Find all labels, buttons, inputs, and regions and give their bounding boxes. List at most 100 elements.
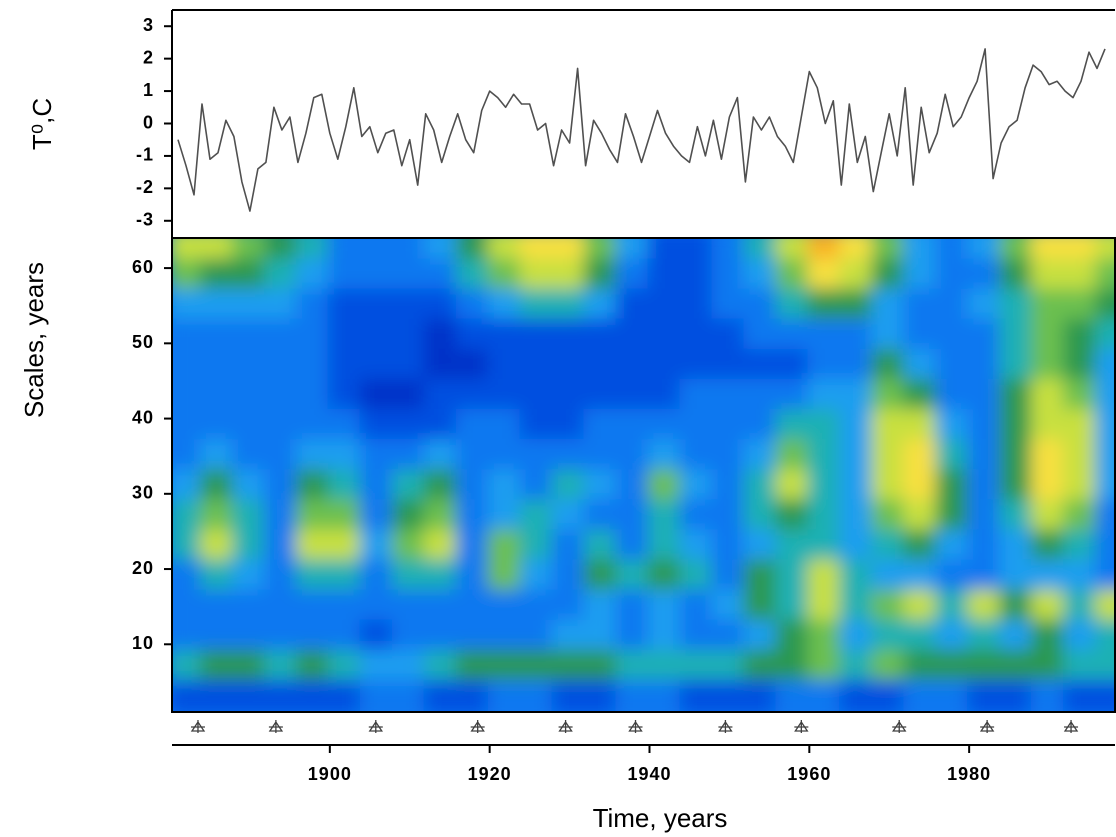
heatmap-area [172, 238, 1116, 712]
heatmap-cell [295, 238, 332, 263]
heatmap-cell [743, 529, 780, 564]
heatmap-cell [839, 559, 876, 594]
heatmap-cell [327, 559, 364, 594]
heatmap-cell [903, 409, 940, 444]
heatmap-cell [999, 679, 1036, 712]
heatmap-cell [647, 589, 684, 624]
heatmap-cell [231, 288, 268, 323]
heatmap-cell [775, 378, 812, 414]
heatmap-cells [172, 238, 1116, 712]
heatmap-cell [359, 378, 396, 414]
heatmap-cell [743, 649, 780, 684]
heatmap-cell [967, 589, 1004, 624]
heatmap-cell [775, 238, 812, 263]
heatmap-cell [1063, 238, 1100, 263]
heatmap-cell [1095, 439, 1116, 474]
heatmap-cell [775, 318, 812, 353]
heatmap-cell [839, 318, 876, 353]
heatmap-cell [967, 409, 1004, 444]
heatmap-cell [423, 469, 460, 504]
heatmap-cell [199, 439, 236, 474]
heatmap-cell [519, 288, 556, 323]
heatmap-cell [423, 619, 460, 654]
y-tick-label: 0 [143, 112, 154, 132]
heatmap-cell [615, 559, 652, 594]
heatmap-cell [967, 529, 1004, 564]
heatmap-cell [1063, 469, 1100, 504]
heatmap-cell [263, 469, 300, 504]
heatmap-cell [711, 589, 748, 624]
heatmap-cell [172, 499, 204, 534]
heatmap-cell [295, 469, 332, 504]
heatmap-cell [615, 439, 652, 474]
heatmap-cell [839, 288, 876, 323]
heatmap-cell [231, 529, 268, 564]
heatmap-cell [615, 679, 652, 712]
event-marker [794, 720, 809, 733]
heatmap-cell [359, 529, 396, 564]
heatmap-cell [967, 439, 1004, 474]
heatmap-cell [487, 288, 524, 323]
heatmap-cell [711, 679, 748, 712]
heatmap-cell [487, 559, 524, 594]
heatmap-cell [615, 378, 652, 414]
heatmap-cell [1095, 529, 1116, 564]
heatmap-cell [711, 649, 748, 684]
heatmap-cell [999, 619, 1036, 654]
heatmap-cell [551, 499, 588, 534]
heatmap-cell [487, 679, 524, 712]
heatmap-cell [871, 439, 908, 474]
heatmap-cell [967, 288, 1004, 323]
heatmap-cell [327, 409, 364, 444]
heatmap-cell [359, 439, 396, 474]
heatmap-cell [999, 649, 1036, 684]
y-tick-label: -1 [136, 145, 154, 165]
heatmap-cell [583, 679, 620, 712]
heatmap-cell [679, 589, 716, 624]
heatmap-cell [775, 409, 812, 444]
heatmap-cell [775, 559, 812, 594]
heatmap-cell [935, 439, 972, 474]
heatmap-cell [775, 679, 812, 712]
heatmap-cell [455, 679, 492, 712]
heatmap-cell [1031, 348, 1068, 383]
heatmap-cell [263, 409, 300, 444]
heatmap-cell [487, 348, 524, 383]
heatmap-cell [1095, 238, 1116, 263]
heatmap-cell [679, 318, 716, 353]
heatmap-cell [679, 649, 716, 684]
heatmap-cell [359, 258, 396, 293]
heatmap-cell [487, 378, 524, 414]
heatmap-cell [391, 589, 428, 624]
heatmap-cell [327, 288, 364, 323]
heatmap-cell [423, 238, 460, 263]
heatmap-cell [615, 649, 652, 684]
heatmap-cell [871, 258, 908, 293]
heatmap-cell [487, 439, 524, 474]
heatmap-cell [551, 649, 588, 684]
heatmap-cell [967, 378, 1004, 414]
heatmap-cell [423, 559, 460, 594]
heatmap-cell [743, 559, 780, 594]
y-tick-label: 3 [143, 15, 154, 35]
heatmap-cell [295, 679, 332, 712]
heatmap-cell [903, 439, 940, 474]
heatmap-cell [807, 348, 844, 383]
event-marker [979, 720, 995, 733]
heatmap-cell [935, 679, 972, 712]
y-axis-title: Scales, years [19, 262, 49, 418]
heatmap-cell [679, 238, 716, 263]
heatmap-cell [807, 409, 844, 444]
heatmap-cell [711, 529, 748, 564]
heatmap-cell [172, 258, 204, 293]
heatmap-cell [583, 409, 620, 444]
heatmap-cell [1063, 378, 1100, 414]
heatmap-cell [679, 469, 716, 504]
heatmap-cell [903, 589, 940, 624]
heatmap-cell [423, 409, 460, 444]
heatmap-cell [172, 619, 204, 654]
heatmap-cell [743, 238, 780, 263]
heatmap-cell [263, 589, 300, 624]
heatmap-cell [743, 258, 780, 293]
heatmap-cell [551, 409, 588, 444]
